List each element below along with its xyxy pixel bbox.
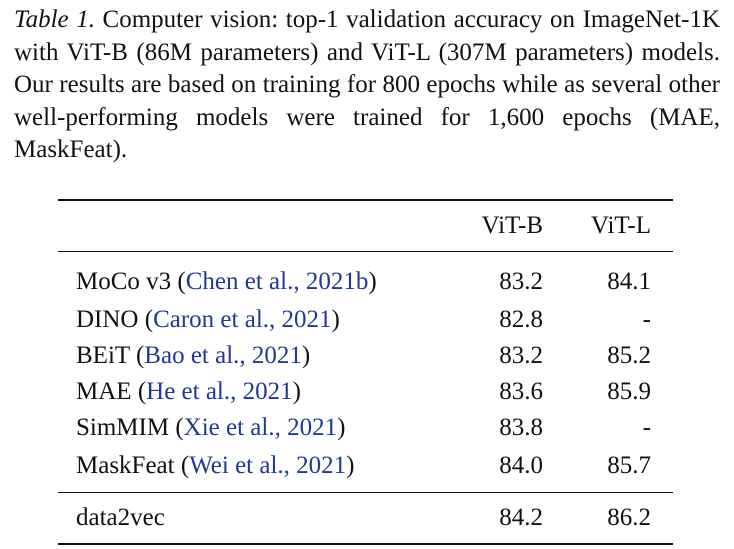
table-row: MaskFeat (Wei et al., 2021) 84.0 85.7 [58, 446, 673, 493]
method-cell: BEiT (Bao et al., 2021) [76, 342, 311, 369]
method-cell: DINO (Caron et al., 2021) [76, 306, 340, 333]
vit-l-value: 85.2 [607, 342, 651, 369]
table-row: SimMIM (Xie et al., 2021) 83.8 - [58, 410, 673, 446]
method-cell: MAE (He et al., 2021) [76, 378, 301, 405]
table-final-section: data2vec 84.2 86.2 [58, 492, 673, 544]
citation-link[interactable]: Xie et al., 2021 [183, 414, 338, 441]
method-cell: SimMIM (Xie et al., 2021) [76, 414, 346, 441]
vit-b-value: 84.2 [499, 504, 543, 531]
vit-b-value: 83.2 [499, 342, 543, 369]
header-vit-l: ViT-L [590, 212, 651, 239]
vit-l-value: - [642, 414, 651, 441]
method-cell: MoCo v3 (Chen et al., 2021b) [76, 268, 377, 295]
method-name: data2vec [76, 504, 165, 531]
citation-link[interactable]: Caron et al., 2021 [153, 306, 332, 333]
results-table-container: ViT-B ViT-L MoCo v3 (Chen et al., 2021b)… [58, 199, 673, 545]
vit-b-value: 82.8 [499, 306, 543, 333]
method-name: MoCo v3 [76, 268, 172, 295]
method-name: MaskFeat [76, 452, 175, 479]
caption-text: Computer vision: top-1 validation accura… [14, 6, 721, 163]
results-table: ViT-B ViT-L MoCo v3 (Chen et al., 2021b)… [58, 199, 673, 545]
vit-b-value: 83.2 [499, 268, 543, 295]
method-name: MAE [76, 378, 132, 405]
method-name: DINO [76, 306, 139, 333]
table-row: MAE (He et al., 2021) 83.6 85.9 [58, 374, 673, 410]
method-cell: MaskFeat (Wei et al., 2021) [76, 452, 355, 479]
method-name: SimMIM [76, 414, 170, 441]
table-caption: Table 1. Computer vision: top-1 validati… [14, 4, 720, 167]
vit-l-value: 86.2 [607, 504, 651, 531]
table-body: MoCo v3 (Chen et al., 2021b) 83.2 84.1 DINO… [58, 252, 673, 493]
caption-label: Table 1. [14, 6, 95, 33]
vit-b-value: 83.8 [499, 414, 543, 441]
method-name: BEiT [76, 342, 130, 369]
table-row: BEiT (Bao et al., 2021) 83.2 85.2 [58, 338, 673, 374]
vit-l-value: 84.1 [607, 268, 651, 295]
vit-b-value: 83.6 [499, 378, 543, 405]
vit-l-value: - [642, 306, 651, 333]
vit-l-value: 85.7 [607, 452, 651, 479]
table-row: DINO (Caron et al., 2021) 82.8 - [58, 302, 673, 338]
vit-l-value: 85.9 [607, 378, 651, 405]
citation-link[interactable]: Bao et al., 2021 [144, 342, 302, 369]
citation-link[interactable]: He et al., 2021 [146, 378, 293, 405]
citation-link[interactable]: Wei et al., 2021 [189, 452, 347, 479]
table-header-row: ViT-B ViT-L [58, 200, 673, 252]
vit-b-value: 84.0 [499, 452, 543, 479]
header-vit-b: ViT-B [481, 212, 543, 239]
table-row-data2vec: data2vec 84.2 86.2 [58, 492, 673, 544]
header-method [58, 200, 451, 252]
table-row: MoCo v3 (Chen et al., 2021b) 83.2 84.1 [58, 252, 673, 303]
citation-link[interactable]: Chen et al., 2021b [185, 268, 369, 295]
